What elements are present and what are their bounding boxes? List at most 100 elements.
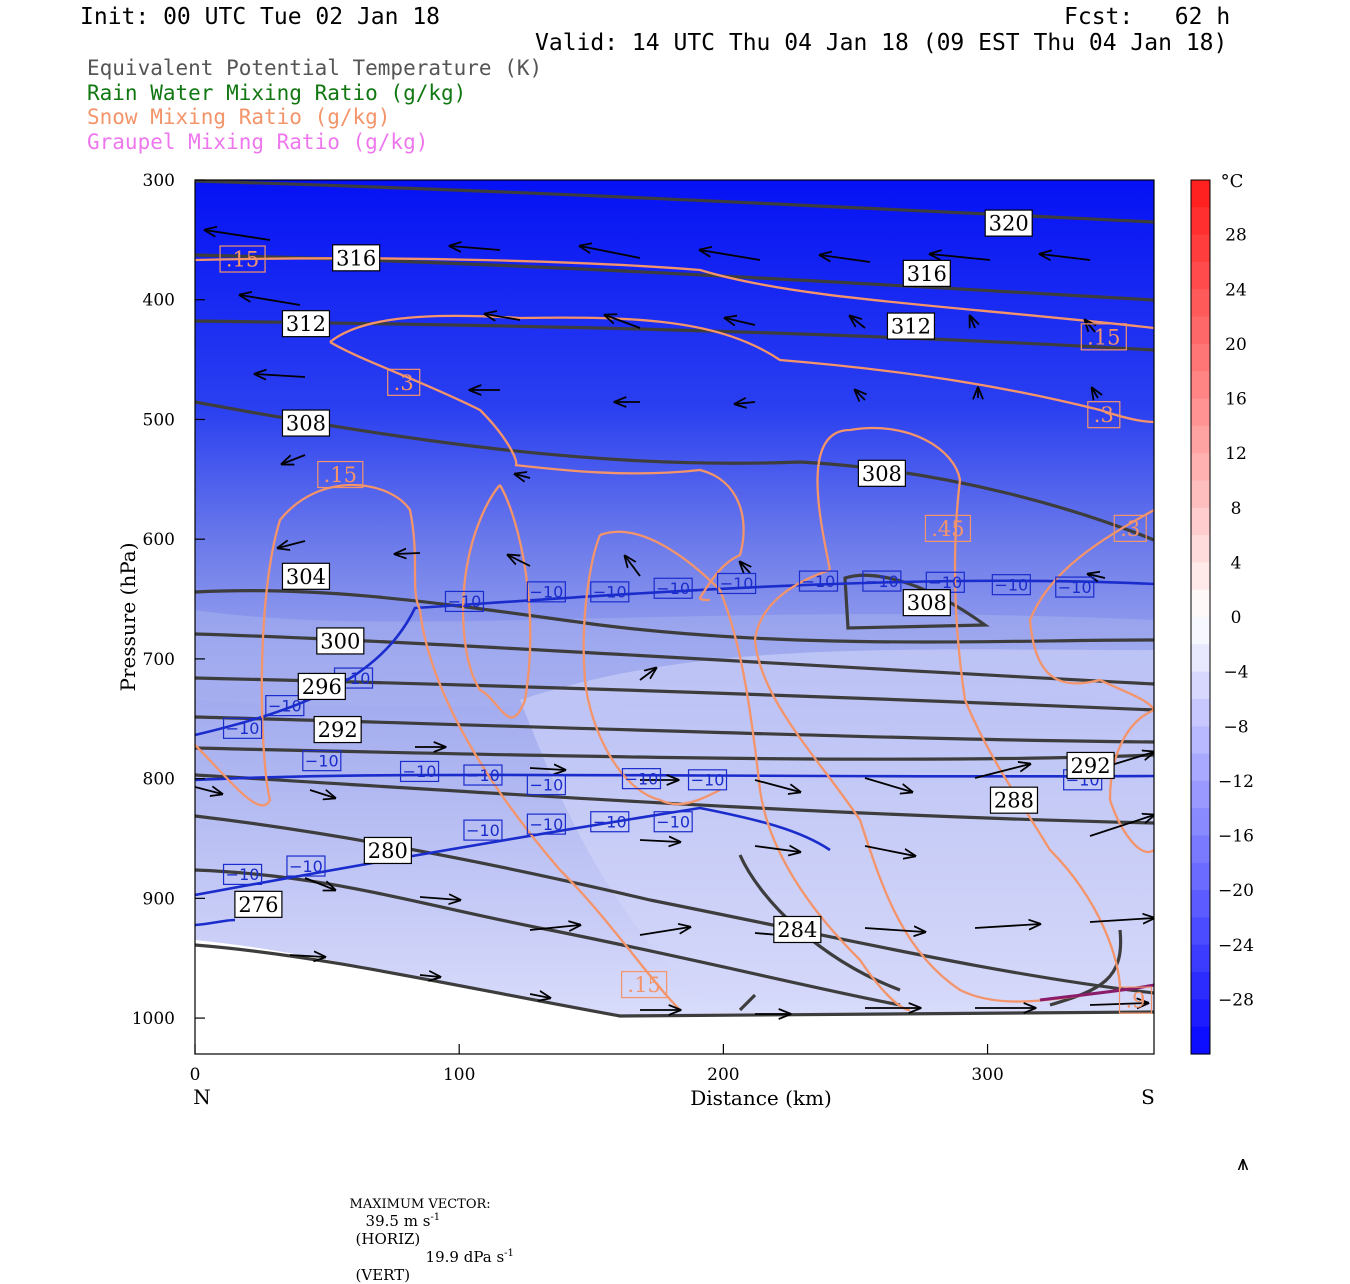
plot-frame xyxy=(194,179,1155,1055)
isotherm-contour-label-box xyxy=(653,577,693,599)
colorbar-segment xyxy=(1191,835,1210,864)
theta-e-contour-label: 304 xyxy=(286,565,326,589)
theta-e-contour-label: 308 xyxy=(862,462,902,486)
isotherm-contour-label-box xyxy=(222,717,263,739)
theta-e-contour-label: 308 xyxy=(286,412,326,436)
isotherm-contour-label: −10 xyxy=(305,751,339,770)
theta-e-contour-label-box xyxy=(902,589,951,617)
isotherm-contour-label-box xyxy=(716,572,757,595)
colorbar-segment xyxy=(1191,562,1210,591)
isotherm-contour-label-box xyxy=(991,574,1031,596)
snow-contour-label-box xyxy=(1080,323,1127,351)
x-axis-ticks: 0 100 200 300 xyxy=(190,1044,1004,1085)
theta-e-contour-label-box xyxy=(281,409,331,437)
colorbar-tick-label: −28 xyxy=(1218,990,1254,1010)
colorbar-tick-label: 16 xyxy=(1225,390,1247,410)
x-tick-label: 200 xyxy=(707,1065,739,1085)
plot-area: .15.15.3.3.15.45.3.15.9 −10−10 −10 −10 −10−… xyxy=(195,180,1154,1054)
wind-vectors xyxy=(195,230,1154,1014)
isotherm-contour-label: −10 xyxy=(226,865,260,884)
isotherm-contour-label: −10 xyxy=(865,572,899,591)
colorbar-segment xyxy=(1191,289,1210,318)
isotherm-contour-label-box xyxy=(399,760,440,783)
snow-contour-label: .3 xyxy=(1120,517,1140,541)
snow-contour-label-box xyxy=(317,460,364,489)
colorbar-segment xyxy=(1191,944,1210,973)
colorbar-tick-label: −4 xyxy=(1223,663,1248,683)
colorbar-segment xyxy=(1191,480,1210,509)
theta-e-contour-label: 312 xyxy=(286,312,326,336)
colorbar-segment xyxy=(1191,917,1210,946)
snow-contour-label-box xyxy=(924,514,972,543)
theta-e-contour-label: 284 xyxy=(777,918,817,942)
colorbar-segment xyxy=(1191,862,1210,891)
vert-exponent: -1 xyxy=(504,1248,514,1259)
isotherm-contour-label: −10 xyxy=(656,812,690,831)
isotherm-contour-label-box xyxy=(862,570,902,592)
colorbar-segment xyxy=(1191,999,1210,1028)
colorbar-segment xyxy=(1191,972,1210,1000)
isotherm-contour-label-box xyxy=(1055,576,1095,598)
colorbar-segment xyxy=(1191,507,1210,536)
isotherm-contour-label: −10 xyxy=(656,579,690,598)
isotherm-contour-label: −10 xyxy=(593,583,627,602)
y-tick-label: 300 xyxy=(143,171,175,191)
isotherm-contour-label: −10 xyxy=(625,769,659,788)
colorbar-segment xyxy=(1191,780,1210,809)
isotherm-contour-label-box xyxy=(621,768,662,790)
isotherm-contour-label: −10 xyxy=(529,583,563,602)
isotherm-contour-labels: −10 −10 −10 −10 −10 −10 −10 −10 −10 −10 −10 −10 −10 −… xyxy=(222,570,1103,886)
y-tick-label: 400 xyxy=(143,291,175,311)
isotherm-contour-label-box xyxy=(463,764,503,786)
colorbar-segment xyxy=(1191,371,1210,400)
isotherm-contour-label-box xyxy=(590,811,630,833)
x-tick-label: 100 xyxy=(443,1065,475,1085)
valid-time: Valid: 14 UTC Thu 04 Jan 18 (09 EST Thu … xyxy=(535,30,1228,56)
isotherm-contour-label: −10 xyxy=(928,573,962,592)
colorbar-segment xyxy=(1191,425,1210,454)
colorbar-tick-label: 12 xyxy=(1225,444,1247,464)
y-tick-label: 900 xyxy=(143,889,175,909)
theta-e-contour-label-box xyxy=(989,786,1039,814)
isotherm-contour-label: −10 xyxy=(448,592,482,611)
colorbar-tick-label: −12 xyxy=(1218,772,1254,792)
y-axis-label: Pressure (hPa) xyxy=(116,543,140,692)
x-tick-label: 0 xyxy=(190,1065,201,1085)
isotherm-contour-label-box xyxy=(526,774,566,796)
vert-value: 19.9 dPa s xyxy=(425,1248,505,1266)
colorbar-segment xyxy=(1191,644,1210,673)
colorbar-tick-label: 28 xyxy=(1225,226,1247,246)
max-vector-label: MAXIMUM VECTOR: xyxy=(349,1197,491,1212)
colorbar-segment xyxy=(1191,671,1210,700)
theta-e-contour-label-box xyxy=(332,244,381,272)
reference-vector-icon xyxy=(1135,1160,1243,1170)
theta-e-contour-label-box xyxy=(316,627,365,655)
y-tick-label: 1000 xyxy=(132,1009,175,1029)
horiz-unit: (HORIZ) xyxy=(355,1230,421,1248)
isotherm-contour-label: −10 xyxy=(720,574,754,593)
colorbar-segment xyxy=(1191,617,1210,645)
theta-e-contour-label: 316 xyxy=(907,262,947,286)
colorbar-segment xyxy=(1191,316,1210,345)
colorbar-segment xyxy=(1191,726,1210,755)
colorbar-segment xyxy=(1191,890,1210,919)
colorbar-segment xyxy=(1191,589,1210,618)
snow-contour-label: .15 xyxy=(324,463,357,487)
colorbar-segment xyxy=(1191,808,1210,837)
isotherm-contour-label: −10 xyxy=(802,572,836,591)
isotherm-contour-label-box xyxy=(526,581,566,603)
colorbar-tick-label: −16 xyxy=(1218,827,1254,847)
legend-snow: Snow Mixing Ratio (g/kg) xyxy=(87,105,391,129)
y-tick-label: 700 xyxy=(143,650,175,670)
snow-contour-labels: .15 .15 .3 .3 .15 .45 .3 .15 .9 xyxy=(219,245,1153,1014)
theta-e-contour-labels: 320 316 316 312 312 308 308 308 304 300 296 292 292 2… xyxy=(234,209,1115,944)
isotherm-contour-label-box xyxy=(444,590,485,613)
theta-e-contour-label-box xyxy=(1066,751,1115,780)
colorbar-tick-label: 24 xyxy=(1225,280,1247,300)
isotherm-contour-label: −10 xyxy=(1058,578,1092,597)
y-tick-label: 600 xyxy=(143,530,175,550)
snow-contour-label-box xyxy=(621,970,668,999)
x-axis-left-end-label: N xyxy=(193,1085,211,1109)
isotherm-contour-label: −10 xyxy=(268,696,302,715)
theta-e-contour-label-box xyxy=(297,672,346,701)
